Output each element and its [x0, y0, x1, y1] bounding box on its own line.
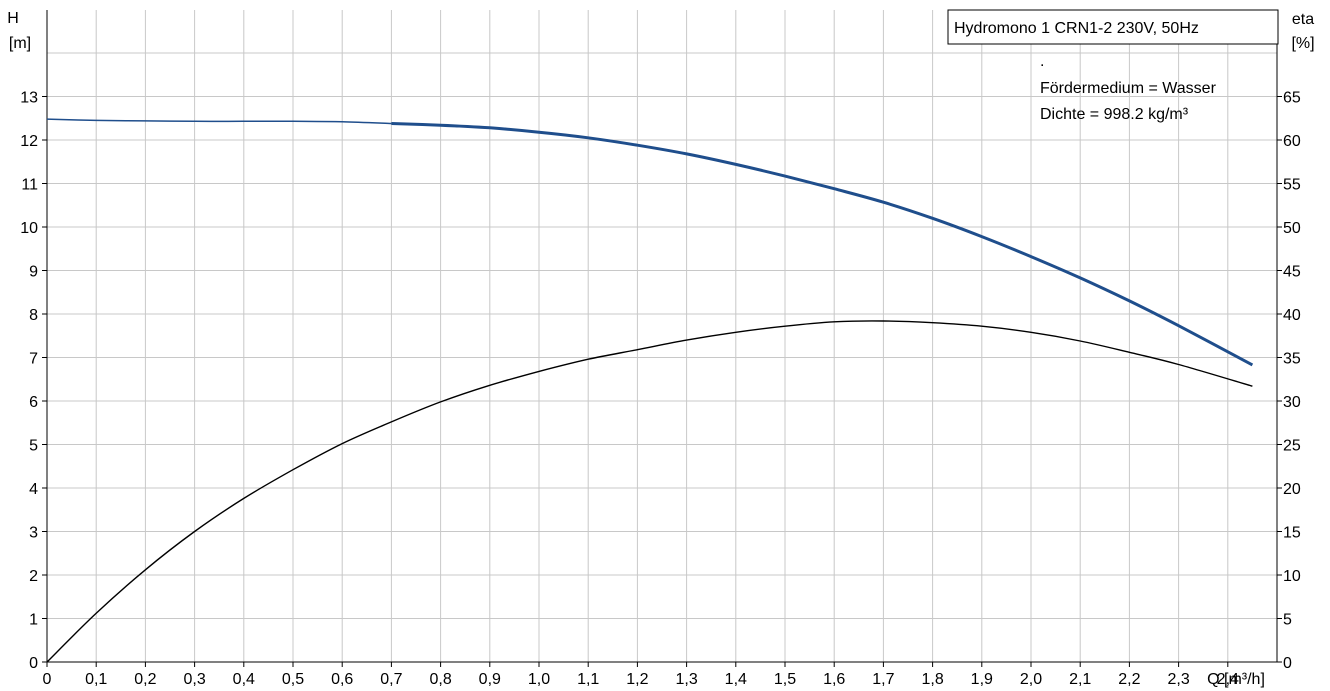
y-right-tick-label: 65: [1283, 90, 1301, 107]
efficiency-curve: [46, 320, 1253, 663]
x-tick-label: 0,2: [134, 671, 156, 688]
chart-title: Hydromono 1 CRN1-2 230V, 50Hz: [954, 20, 1199, 37]
y-right-axis-unit: [%]: [1291, 35, 1314, 52]
info-line-medium: Fördermedium = Wasser: [1040, 80, 1217, 97]
x-tick-label: 0,5: [282, 671, 304, 688]
x-tick-label: 1,3: [675, 671, 697, 688]
y-left-tick-label: 4: [29, 481, 38, 498]
y-left-tick-label: 3: [29, 525, 38, 542]
axes: [46, 10, 1278, 663]
y-left-tick-label: 7: [29, 351, 38, 368]
x-axis-label: Q [m³/h]: [1207, 671, 1265, 688]
y-left-tick-label: 9: [29, 264, 38, 281]
x-tick-label: 2,0: [1020, 671, 1042, 688]
y-right-axis-name: eta: [1292, 11, 1314, 28]
x-tick-label: 2,3: [1167, 671, 1189, 688]
y-left-tick-label: 12: [20, 133, 38, 150]
y-right-tick-label: 25: [1283, 438, 1301, 455]
x-tick-label: 0: [43, 671, 52, 688]
x-tick-label: 1,7: [872, 671, 894, 688]
x-tick-label: 1,2: [626, 671, 648, 688]
y-left-tick-label: 11: [21, 177, 38, 194]
y-left-tick-label: 6: [29, 394, 38, 411]
x-tick-label: 0,8: [429, 671, 451, 688]
y-left-tick-label: 0: [29, 655, 38, 672]
x-tick-label: 1,8: [921, 671, 943, 688]
x-tick-label: 1,5: [774, 671, 796, 688]
y-right-tick-label: 35: [1283, 351, 1301, 368]
info-line-dot: .: [1040, 53, 1044, 70]
x-tick-label: 1,1: [577, 671, 599, 688]
y-right-tick-label: 50: [1283, 220, 1301, 237]
x-tick-label: 2,2: [1118, 671, 1140, 688]
x-tick-label: 0,4: [233, 671, 255, 688]
y-right-tick-label: 30: [1283, 394, 1301, 411]
x-tick-label: 1,9: [971, 671, 993, 688]
y-left-tick-label: 2: [29, 568, 38, 585]
x-tick-label: 0,3: [183, 671, 205, 688]
y-right-tick-label: 45: [1283, 264, 1301, 281]
y-right-tick-labels: 0 5 10 15 20 25 30 35 40 45 50 55 60 65: [1277, 90, 1301, 672]
head-curve-low-flow: [46, 118, 392, 125]
x-tick-label: 1,0: [528, 671, 550, 688]
x-tick-label: 1,4: [725, 671, 747, 688]
y-right-tick-label: 15: [1283, 525, 1301, 542]
y-right-tick-label: 55: [1283, 177, 1301, 194]
y-left-tick-label: 10: [20, 220, 38, 237]
y-right-tick-label: 20: [1283, 481, 1301, 498]
y-left-tick-label: 13: [20, 90, 38, 107]
y-right-tick-label: 10: [1283, 568, 1301, 585]
x-tick-label: 2,4: [1217, 671, 1239, 688]
grid-lines: [47, 10, 1277, 662]
x-tick-label: 2,1: [1069, 671, 1091, 688]
y-left-axis-unit: [m]: [9, 35, 31, 52]
x-tick-label: 0,6: [331, 671, 353, 688]
y-right-tick-label: 40: [1283, 307, 1301, 324]
x-tick-label: 0,1: [85, 671, 107, 688]
y-left-tick-label: 1: [29, 612, 38, 629]
title-box: [947, 9, 1279, 45]
info-line-density: Dichte = 998.2 kg/m³: [1040, 106, 1189, 123]
head-curve-operating: [391, 122, 1254, 367]
y-right-tick-label: 0: [1283, 655, 1292, 672]
y-left-axis-name: H: [7, 10, 19, 27]
x-tick-label: 0,9: [479, 671, 501, 688]
x-tick-label: 0,7: [380, 671, 402, 688]
y-left-tick-label: 5: [29, 438, 38, 455]
y-left-tick-label: 8: [29, 307, 38, 324]
x-tick-label: 1,6: [823, 671, 845, 688]
x-tick-labels: 0 0,1 0,2 0,3 0,4 0,5 0,6 0,7 0,8 0,9 1,0 1,1 1,2 1,3…: [43, 662, 1239, 688]
y-right-tick-label: 60: [1283, 133, 1301, 150]
series-lines: [46, 118, 1254, 663]
y-right-tick-label: 5: [1283, 612, 1292, 629]
